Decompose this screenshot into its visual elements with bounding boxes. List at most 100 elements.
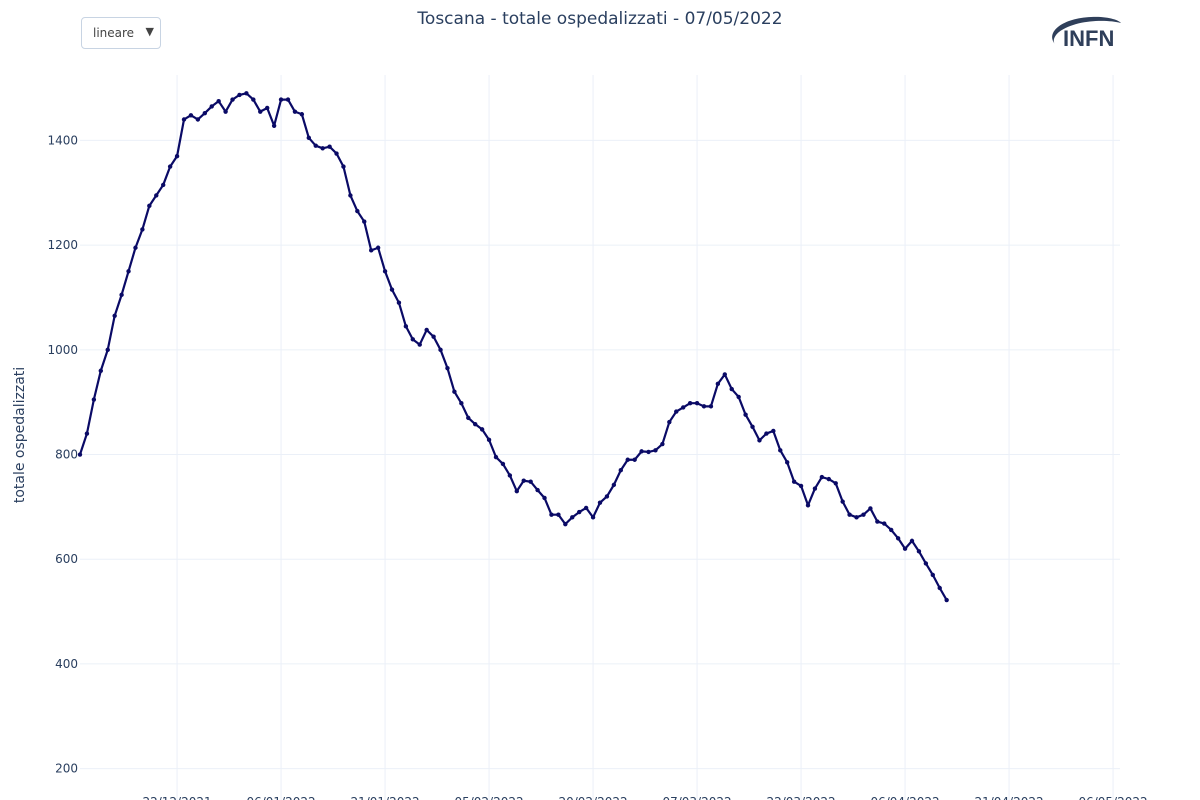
data-point[interactable] [694, 401, 700, 406]
data-point[interactable] [119, 292, 124, 298]
data-point[interactable] [681, 405, 686, 410]
data-point[interactable] [216, 98, 221, 104]
data-point[interactable] [944, 597, 949, 603]
data-point[interactable] [237, 92, 242, 98]
data-point[interactable] [895, 536, 901, 541]
data-point[interactable] [126, 269, 131, 274]
data-point[interactable] [209, 104, 214, 109]
data-point[interactable] [251, 97, 256, 102]
data-point[interactable] [750, 424, 755, 429]
data-point[interactable] [590, 515, 596, 520]
data-point[interactable] [798, 483, 804, 489]
data-point[interactable] [230, 97, 235, 102]
data-point[interactable] [389, 287, 395, 292]
data-point[interactable] [452, 389, 457, 394]
data-point[interactable] [202, 111, 207, 116]
data-point[interactable] [341, 164, 346, 169]
data-point[interactable] [729, 386, 734, 392]
data-point[interactable] [583, 505, 589, 511]
data-point[interactable] [563, 521, 568, 527]
data-point[interactable] [161, 182, 166, 188]
data-point[interactable] [923, 561, 929, 566]
data-point[interactable] [597, 500, 603, 505]
data-point[interactable] [916, 549, 922, 554]
data-point[interactable] [466, 415, 471, 421]
data-point[interactable] [618, 468, 623, 473]
data-point[interactable] [91, 397, 97, 402]
data-point[interactable] [646, 449, 651, 455]
data-point[interactable] [805, 503, 811, 508]
data-point[interactable] [140, 227, 145, 232]
data-point[interactable] [930, 572, 935, 578]
data-point[interactable] [701, 404, 707, 409]
data-point[interactable] [639, 449, 644, 454]
data-point[interactable] [188, 113, 194, 118]
data-point[interactable] [431, 334, 436, 339]
data-point[interactable] [445, 365, 450, 371]
data-point[interactable] [459, 401, 464, 406]
data-point[interactable] [632, 457, 637, 462]
data-point[interactable] [882, 521, 887, 526]
data-point[interactable] [223, 109, 228, 114]
data-point[interactable] [278, 97, 284, 102]
data-point[interactable] [743, 412, 748, 417]
data-point[interactable] [473, 421, 478, 427]
data-point[interactable] [410, 337, 415, 342]
data-point[interactable] [84, 431, 90, 436]
data-point[interactable] [570, 515, 575, 520]
data-point[interactable] [133, 245, 138, 250]
data-point[interactable] [500, 461, 506, 467]
data-point[interactable] [833, 481, 838, 486]
data-point[interactable] [889, 527, 894, 533]
data-point[interactable] [181, 117, 187, 122]
data-point[interactable] [355, 208, 360, 214]
data-point[interactable] [507, 473, 513, 478]
data-point[interactable] [334, 151, 339, 156]
data-point[interactable] [147, 203, 152, 209]
data-point[interactable] [154, 193, 159, 198]
data-point[interactable] [382, 269, 388, 274]
data-point[interactable] [362, 219, 367, 224]
data-point[interactable] [417, 342, 422, 347]
data-point[interactable] [375, 245, 381, 250]
data-point[interactable] [306, 135, 311, 141]
data-point[interactable] [667, 419, 672, 425]
data-point[interactable] [313, 143, 318, 148]
data-point[interactable] [625, 457, 630, 462]
data-point[interactable] [653, 448, 658, 453]
data-point[interactable] [299, 112, 305, 117]
data-point[interactable] [847, 512, 852, 517]
data-point[interactable] [875, 519, 880, 524]
data-point[interactable] [826, 476, 831, 482]
data-point[interactable] [195, 117, 201, 122]
data-point[interactable] [840, 499, 845, 504]
data-point[interactable] [424, 327, 429, 333]
data-point[interactable] [736, 394, 741, 400]
data-point[interactable] [327, 144, 332, 149]
data-point[interactable] [174, 153, 180, 159]
data-point[interactable] [167, 164, 173, 169]
data-point[interactable] [403, 324, 409, 329]
data-point[interactable] [687, 401, 693, 406]
data-point[interactable] [348, 193, 353, 198]
scale-select[interactable]: lineare ▼ [81, 17, 161, 49]
data-point[interactable] [271, 123, 277, 128]
data-point[interactable] [77, 452, 83, 457]
data-point[interactable] [771, 428, 776, 434]
data-point[interactable] [549, 512, 554, 517]
data-point[interactable] [577, 509, 582, 515]
data-point[interactable] [902, 546, 908, 551]
data-point[interactable] [112, 313, 117, 318]
data-point[interactable] [674, 409, 679, 414]
data-point[interactable] [868, 506, 873, 511]
data-point[interactable] [369, 248, 374, 253]
data-point[interactable] [785, 460, 790, 465]
data-point[interactable] [556, 512, 561, 517]
data-point[interactable] [244, 91, 249, 96]
data-point[interactable] [819, 474, 825, 480]
data-point[interactable] [861, 512, 866, 517]
data-point[interactable] [854, 515, 859, 520]
data-point[interactable] [479, 427, 485, 432]
data-point[interactable] [791, 479, 797, 484]
data-point[interactable] [715, 381, 721, 387]
